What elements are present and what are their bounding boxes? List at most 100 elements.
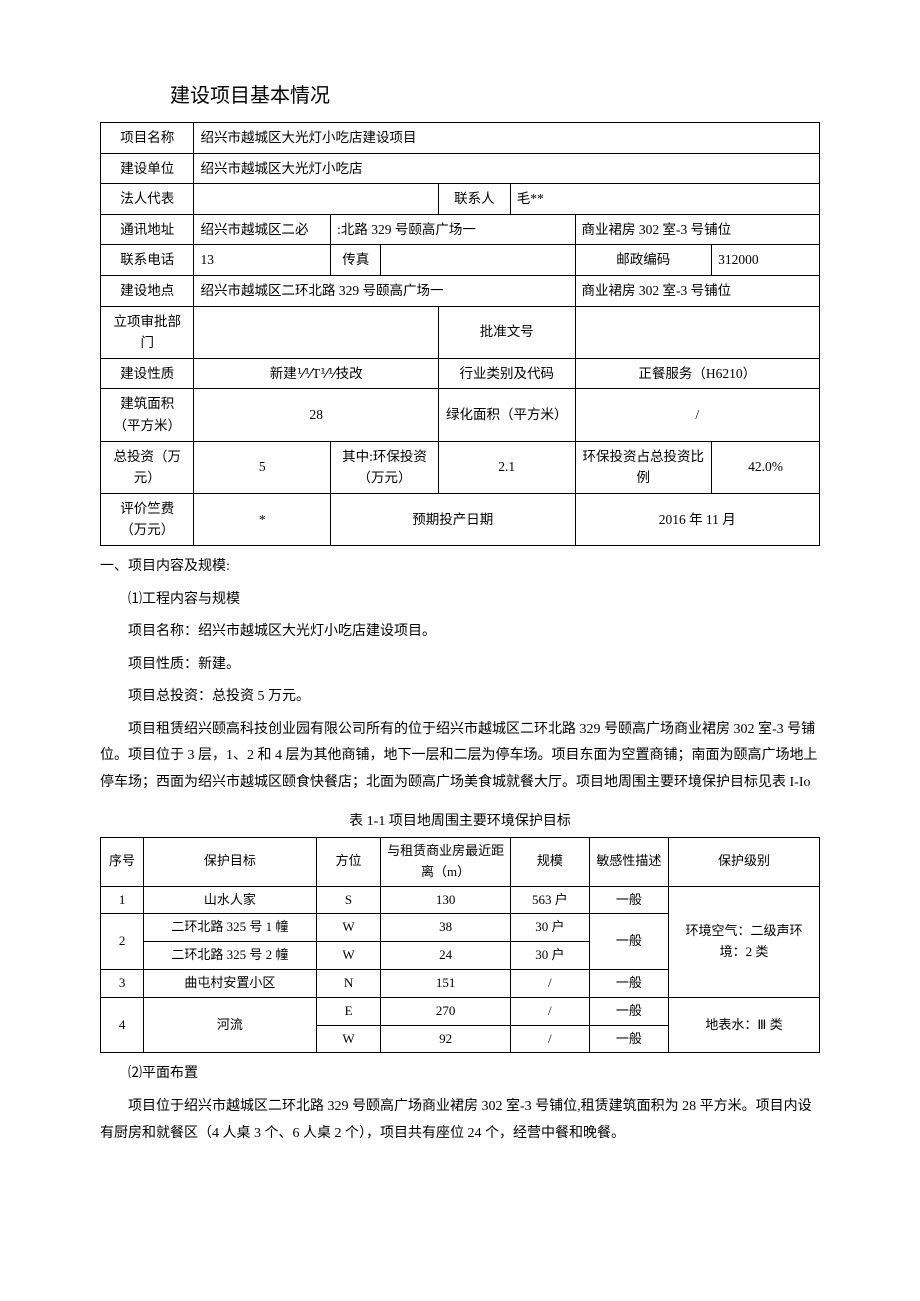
value-fax	[381, 245, 575, 276]
s2-p2: 项目位于绍兴市越城区二环北路 329 号颐高广场商业裙房 302 室-3 号铺位…	[100, 1094, 820, 1147]
cell-scale: 30 户	[510, 914, 589, 942]
table-header-row: 序号 保护目标 方位 与租赁商业房最近距离（m） 规模 敏感性描述 保护级别	[101, 838, 820, 887]
cell-target: 河流	[144, 997, 317, 1053]
label-legal: 法人代表	[101, 184, 194, 215]
value-phone: 13	[194, 245, 331, 276]
cell-dir: W	[316, 942, 381, 970]
label-post: 邮政编码	[575, 245, 712, 276]
label-fee: 评价竺费（万元）	[101, 493, 194, 545]
label-env-invest: 其中:环保投资（万元）	[331, 441, 439, 493]
cell-dir: W	[316, 1025, 381, 1053]
section-2: ⑵平面布置 项目位于绍兴市越城区二环北路 329 号颐高广场商业裙房 302 室…	[100, 1061, 820, 1147]
value-industry: 正餐服务（H6210）	[575, 358, 820, 389]
s1-p4: 项目总投资：总投资 5 万元。	[100, 684, 820, 711]
cell-dir: E	[316, 997, 381, 1025]
value-site-b: 商业裙房 302 室-3 号铺位	[575, 275, 820, 306]
label-industry: 行业类别及代码	[438, 358, 575, 389]
value-start: 2016 年 11 月	[575, 493, 820, 545]
label-address: 通讯地址	[101, 214, 194, 245]
value-env-ratio: 42.0%	[712, 441, 820, 493]
cell-scale: 563 户	[510, 886, 589, 914]
th-level: 保护级别	[668, 838, 819, 887]
s1-p1: ⑴工程内容与规模	[100, 587, 820, 614]
cell-dist: 151	[381, 970, 510, 998]
cell-seq: 2	[101, 914, 144, 970]
value-address-a: 绍兴市越城区二必	[194, 214, 331, 245]
cell-scale: /	[510, 1025, 589, 1053]
section1-heading: 一、项目内容及规模:	[100, 554, 820, 581]
cell-seq: 3	[101, 970, 144, 998]
s1-p3: 项目性质：新建。	[100, 652, 820, 679]
cell-seq: 4	[101, 997, 144, 1053]
cell-sens: 一般	[589, 886, 668, 914]
th-seq: 序号	[101, 838, 144, 887]
label-phone: 联系电话	[101, 245, 194, 276]
info-table: 项目名称 绍兴市越城区大光灯小吃店建设项目 建设单位 绍兴市越城区大光灯小吃店 …	[100, 122, 820, 546]
value-site-a: 绍兴市越城区二环北路 329 号颐高广场一	[194, 275, 575, 306]
value-legal	[194, 184, 438, 215]
section-1: 一、项目内容及规模: ⑴工程内容与规模 项目名称：绍兴市越城区大光灯小吃店建设项…	[100, 554, 820, 797]
table2-caption: 表 1-1 项目地周围主要环境保护目标	[100, 811, 820, 833]
th-target: 保护目标	[144, 838, 317, 887]
value-address-c: 商业裙房 302 室-3 号铺位	[575, 214, 820, 245]
value-env-invest: 2.1	[438, 441, 575, 493]
th-sens: 敏感性描述	[589, 838, 668, 887]
label-contact: 联系人	[438, 184, 510, 215]
table-row: 1 山水人家 S 130 563 户 一般 环境空气：二级声环境：2 类	[101, 886, 820, 914]
cell-dir: N	[316, 970, 381, 998]
label-builder: 建设单位	[101, 153, 194, 184]
cell-scale: 30 户	[510, 942, 589, 970]
cell-level-air: 环境空气：二级声环境：2 类	[668, 886, 819, 997]
cell-target: 二环北路 325 号 2 幢	[144, 942, 317, 970]
cell-dist: 270	[381, 997, 510, 1025]
cell-dist: 24	[381, 942, 510, 970]
cell-level-water: 地表水：Ⅲ 类	[668, 997, 819, 1053]
cell-sens: 一般	[589, 997, 668, 1025]
cell-seq: 1	[101, 886, 144, 914]
label-approval-dept: 立项审批部门	[101, 306, 194, 358]
label-env-ratio: 环保投资占总投资比例	[575, 441, 712, 493]
value-approval-dept	[194, 306, 438, 358]
cell-sens: 一般	[589, 1025, 668, 1053]
label-start: 预期投产日期	[331, 493, 575, 545]
label-site: 建设地点	[101, 275, 194, 306]
label-nature: 建设性质	[101, 358, 194, 389]
label-approval-no: 批准文号	[438, 306, 575, 358]
s2-p1: ⑵平面布置	[100, 1061, 820, 1088]
value-address-b: :北路 329 号颐高广场一	[331, 214, 575, 245]
cell-dir: W	[316, 914, 381, 942]
value-invest: 5	[194, 441, 331, 493]
cell-scale: /	[510, 970, 589, 998]
s1-p2: 项目名称：绍兴市越城区大光灯小吃店建设项目。	[100, 619, 820, 646]
value-post: 312000	[712, 245, 820, 276]
value-area: 28	[194, 389, 438, 441]
targets-table: 序号 保护目标 方位 与租赁商业房最近距离（m） 规模 敏感性描述 保护级别 1…	[100, 837, 820, 1053]
th-dir: 方位	[316, 838, 381, 887]
th-scale: 规模	[510, 838, 589, 887]
label-invest: 总投资（万元）	[101, 441, 194, 493]
s1-p5: 项目租赁绍兴颐高科技创业园有限公司所有的位于绍兴市越城区二环北路 329 号颐高…	[100, 717, 820, 797]
cell-dist: 38	[381, 914, 510, 942]
cell-target: 曲屯村安置小区	[144, 970, 317, 998]
label-project-name: 项目名称	[101, 123, 194, 154]
cell-sens: 一般	[589, 914, 668, 970]
label-fax: 传真	[331, 245, 381, 276]
cell-scale: /	[510, 997, 589, 1025]
page-title: 建设项目基本情况	[170, 80, 820, 112]
th-dist: 与租赁商业房最近距离（m）	[381, 838, 510, 887]
table-row: 4 河流 E 270 / 一般 地表水：Ⅲ 类	[101, 997, 820, 1025]
value-nature: 新建⅟⅟T⅟⅟技改	[194, 358, 438, 389]
value-builder: 绍兴市越城区大光灯小吃店	[194, 153, 820, 184]
cell-target: 山水人家	[144, 886, 317, 914]
cell-dist: 130	[381, 886, 510, 914]
cell-sens: 一般	[589, 970, 668, 998]
cell-dir: S	[316, 886, 381, 914]
value-approval-no	[575, 306, 820, 358]
label-area: 建筑面积（平方米）	[101, 389, 194, 441]
value-fee: *	[194, 493, 331, 545]
cell-target: 二环北路 325 号 1 幢	[144, 914, 317, 942]
value-contact: 毛**	[510, 184, 819, 215]
label-green: 绿化面积（平方米）	[438, 389, 575, 441]
value-green: /	[575, 389, 820, 441]
cell-dist: 92	[381, 1025, 510, 1053]
